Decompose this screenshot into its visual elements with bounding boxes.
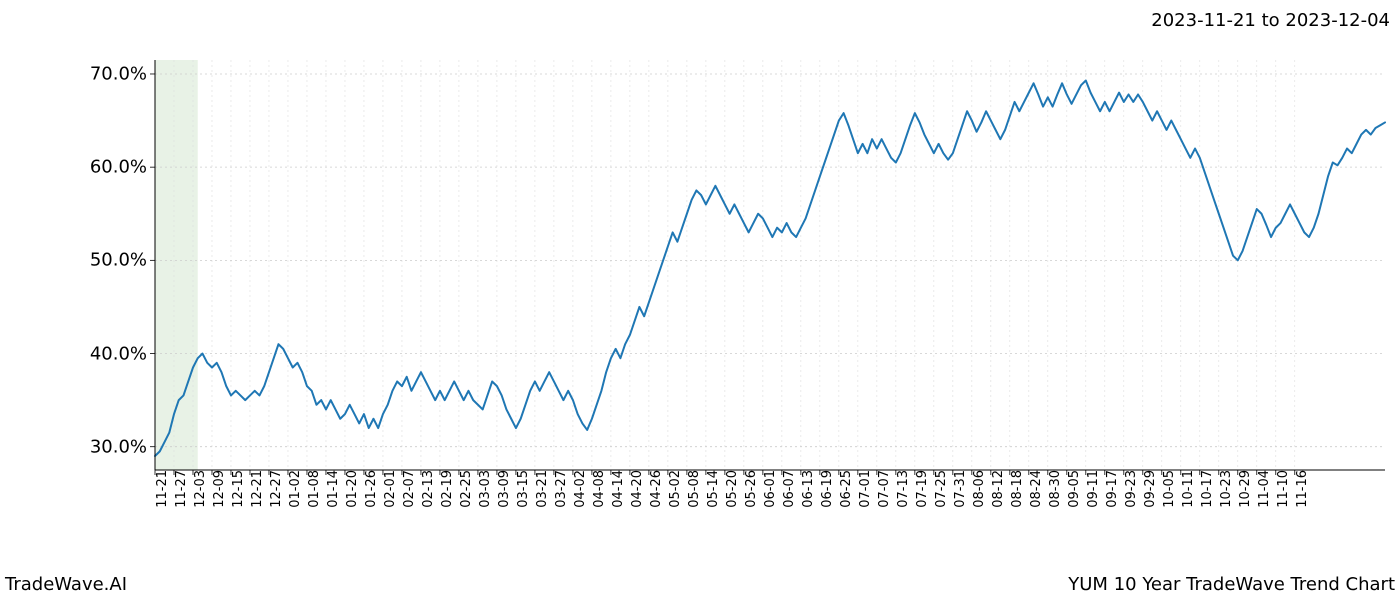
x-tick-label: 04-14 — [605, 470, 626, 508]
x-tick-label: 09-11 — [1080, 470, 1101, 508]
x-tick-label: 03-15 — [510, 470, 531, 508]
x-tick-label: 08-06 — [966, 470, 987, 508]
x-tick-label: 09-17 — [1099, 470, 1120, 508]
x-tick-label: 04-26 — [643, 470, 664, 508]
x-tick-label: 05-20 — [719, 470, 740, 508]
x-tick-label: 01-26 — [358, 470, 379, 508]
x-tick-label: 05-02 — [662, 470, 683, 508]
x-tick-label: 08-18 — [1004, 470, 1025, 508]
x-tick-label: 07-07 — [871, 470, 892, 508]
x-tick-label: 10-05 — [1156, 470, 1177, 508]
x-tick-label: 11-16 — [1289, 470, 1310, 508]
chart-container: { "header": { "date_range": "2023-11-21 … — [0, 0, 1400, 600]
x-tick-label: 08-12 — [985, 470, 1006, 508]
x-tick-label: 07-01 — [852, 470, 873, 508]
x-tick-label: 02-19 — [434, 470, 455, 508]
x-tick-label: 09-29 — [1137, 470, 1158, 508]
x-tick-label: 12-15 — [225, 470, 246, 508]
x-tick-label: 08-30 — [1042, 470, 1063, 508]
x-tick-label: 07-13 — [890, 470, 911, 508]
y-tick-label: 50.0% — [90, 250, 155, 271]
x-tick-label: 03-21 — [529, 470, 550, 508]
x-tick-label: 02-07 — [396, 470, 417, 508]
x-tick-label: 11-10 — [1270, 470, 1291, 508]
x-tick-label: 01-20 — [339, 470, 360, 508]
y-tick-label: 30.0% — [90, 436, 155, 457]
x-tick-label: 03-09 — [491, 470, 512, 508]
x-tick-label: 07-19 — [909, 470, 930, 508]
x-tick-label: 10-23 — [1213, 470, 1234, 508]
y-tick-label: 40.0% — [90, 343, 155, 364]
x-tick-label: 04-08 — [586, 470, 607, 508]
x-tick-label: 04-02 — [567, 470, 588, 508]
x-tick-label: 10-29 — [1232, 470, 1253, 508]
x-tick-label: 05-14 — [700, 470, 721, 508]
y-tick-label: 60.0% — [90, 157, 155, 178]
x-tick-label: 12-21 — [244, 470, 265, 508]
x-tick-label: 02-25 — [453, 470, 474, 508]
x-tick-label: 04-20 — [624, 470, 645, 508]
x-tick-label: 09-05 — [1061, 470, 1082, 508]
x-tick-label: 06-01 — [757, 470, 778, 508]
x-tick-label: 01-02 — [282, 470, 303, 508]
x-tick-label: 06-07 — [776, 470, 797, 508]
y-tick-label: 70.0% — [90, 63, 155, 84]
x-tick-label: 12-09 — [206, 470, 227, 508]
x-tick-label: 12-27 — [263, 470, 284, 508]
x-tick-label: 11-21 — [149, 470, 170, 508]
x-tick-label: 05-26 — [738, 470, 759, 508]
chart-title: YUM 10 Year TradeWave Trend Chart — [1068, 574, 1395, 595]
x-tick-label: 02-01 — [377, 470, 398, 508]
x-tick-label: 07-31 — [947, 470, 968, 508]
x-tick-label: 12-03 — [187, 470, 208, 508]
line-chart-svg — [155, 60, 1385, 470]
x-tick-label: 06-13 — [795, 470, 816, 508]
x-tick-label: 01-14 — [320, 470, 341, 508]
x-tick-label: 09-23 — [1118, 470, 1139, 508]
x-tick-label: 07-25 — [928, 470, 949, 508]
x-tick-label: 03-27 — [548, 470, 569, 508]
x-tick-label: 02-13 — [415, 470, 436, 508]
plot-area: 30.0%40.0%50.0%60.0%70.0%11-2111-2712-03… — [155, 60, 1385, 470]
x-tick-label: 11-04 — [1251, 470, 1272, 508]
x-tick-label: 10-17 — [1194, 470, 1215, 508]
x-tick-label: 11-27 — [168, 470, 189, 508]
x-tick-label: 05-08 — [681, 470, 702, 508]
date-range-label: 2023-11-21 to 2023-12-04 — [1151, 10, 1390, 31]
x-tick-label: 08-24 — [1023, 470, 1044, 508]
x-tick-label: 06-25 — [833, 470, 854, 508]
x-tick-label: 01-08 — [301, 470, 322, 508]
x-tick-label: 10-11 — [1175, 470, 1196, 508]
brand-label: TradeWave.AI — [5, 574, 127, 595]
x-tick-label: 06-19 — [814, 470, 835, 508]
x-tick-label: 03-03 — [472, 470, 493, 508]
